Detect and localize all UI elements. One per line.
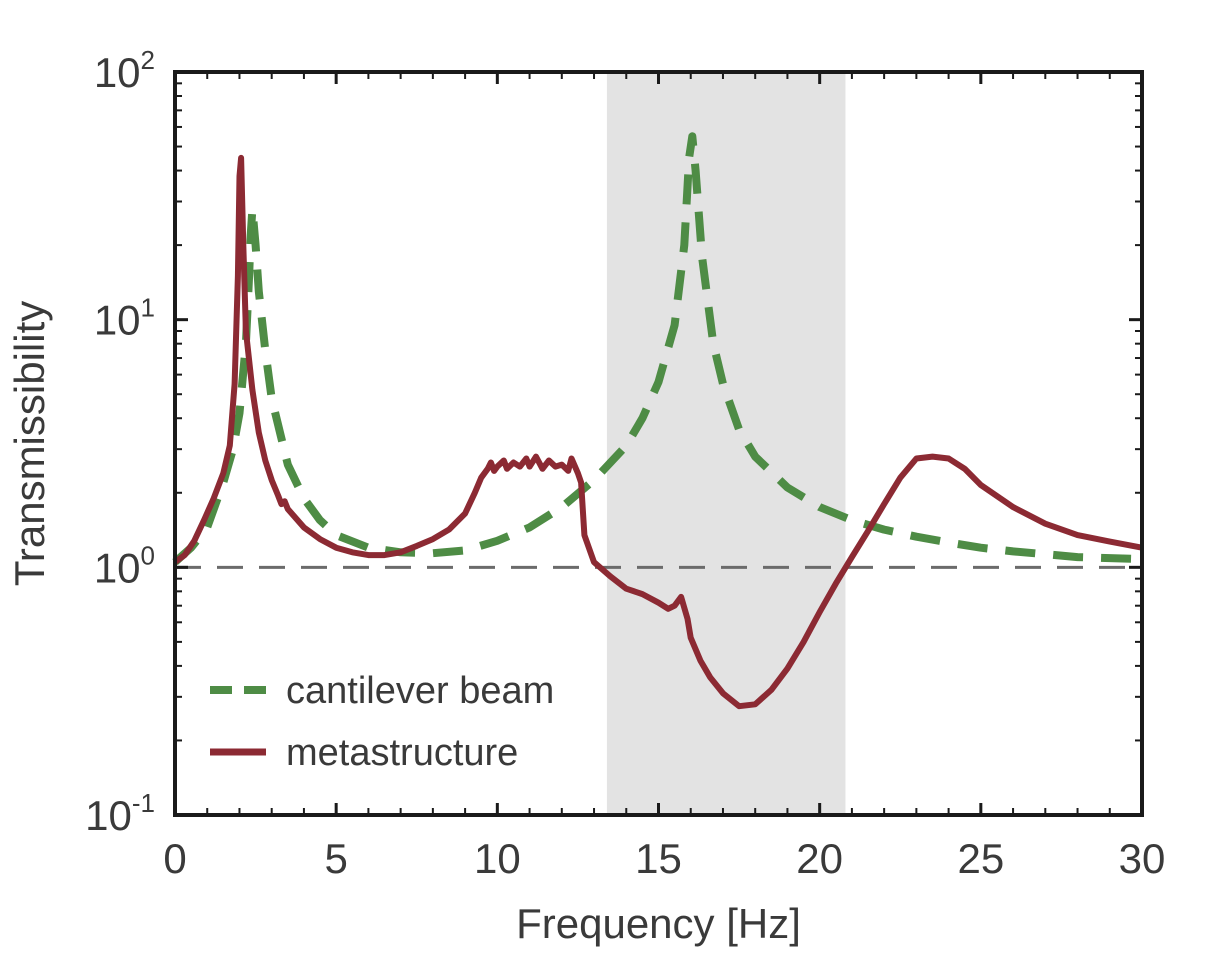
series-line-metastructure xyxy=(173,154,1143,710)
legend: cantilever beam metastructure xyxy=(210,670,554,774)
x-tick-label: 20 xyxy=(796,835,843,882)
plot-area xyxy=(172,70,1144,817)
x-tick-label: 5 xyxy=(324,835,347,882)
x-tick-label: 10 xyxy=(474,835,521,882)
legend-label-metastructure: metastructure xyxy=(286,732,518,774)
x-tick-label: 25 xyxy=(957,835,1004,882)
x-tick-label: 30 xyxy=(1119,835,1166,882)
x-tick-label: 15 xyxy=(635,835,682,882)
x-axis-label: Frequency [Hz] xyxy=(516,900,801,947)
y-tick-label: 10-1 xyxy=(85,788,155,839)
legend-label-cantilever-beam: cantilever beam xyxy=(286,670,554,712)
y-tick-label: 100 xyxy=(94,540,155,591)
y-axis-label: Transmissibility xyxy=(6,301,53,586)
stopband-shading xyxy=(606,72,846,815)
y-tick-label: 101 xyxy=(94,293,155,344)
y-tick-label: 102 xyxy=(94,45,155,96)
x-tick-label: 0 xyxy=(163,835,186,882)
axis-ticks: 0 5 10 15 20 25 30 10-1 100 101 102 xyxy=(85,45,1165,882)
